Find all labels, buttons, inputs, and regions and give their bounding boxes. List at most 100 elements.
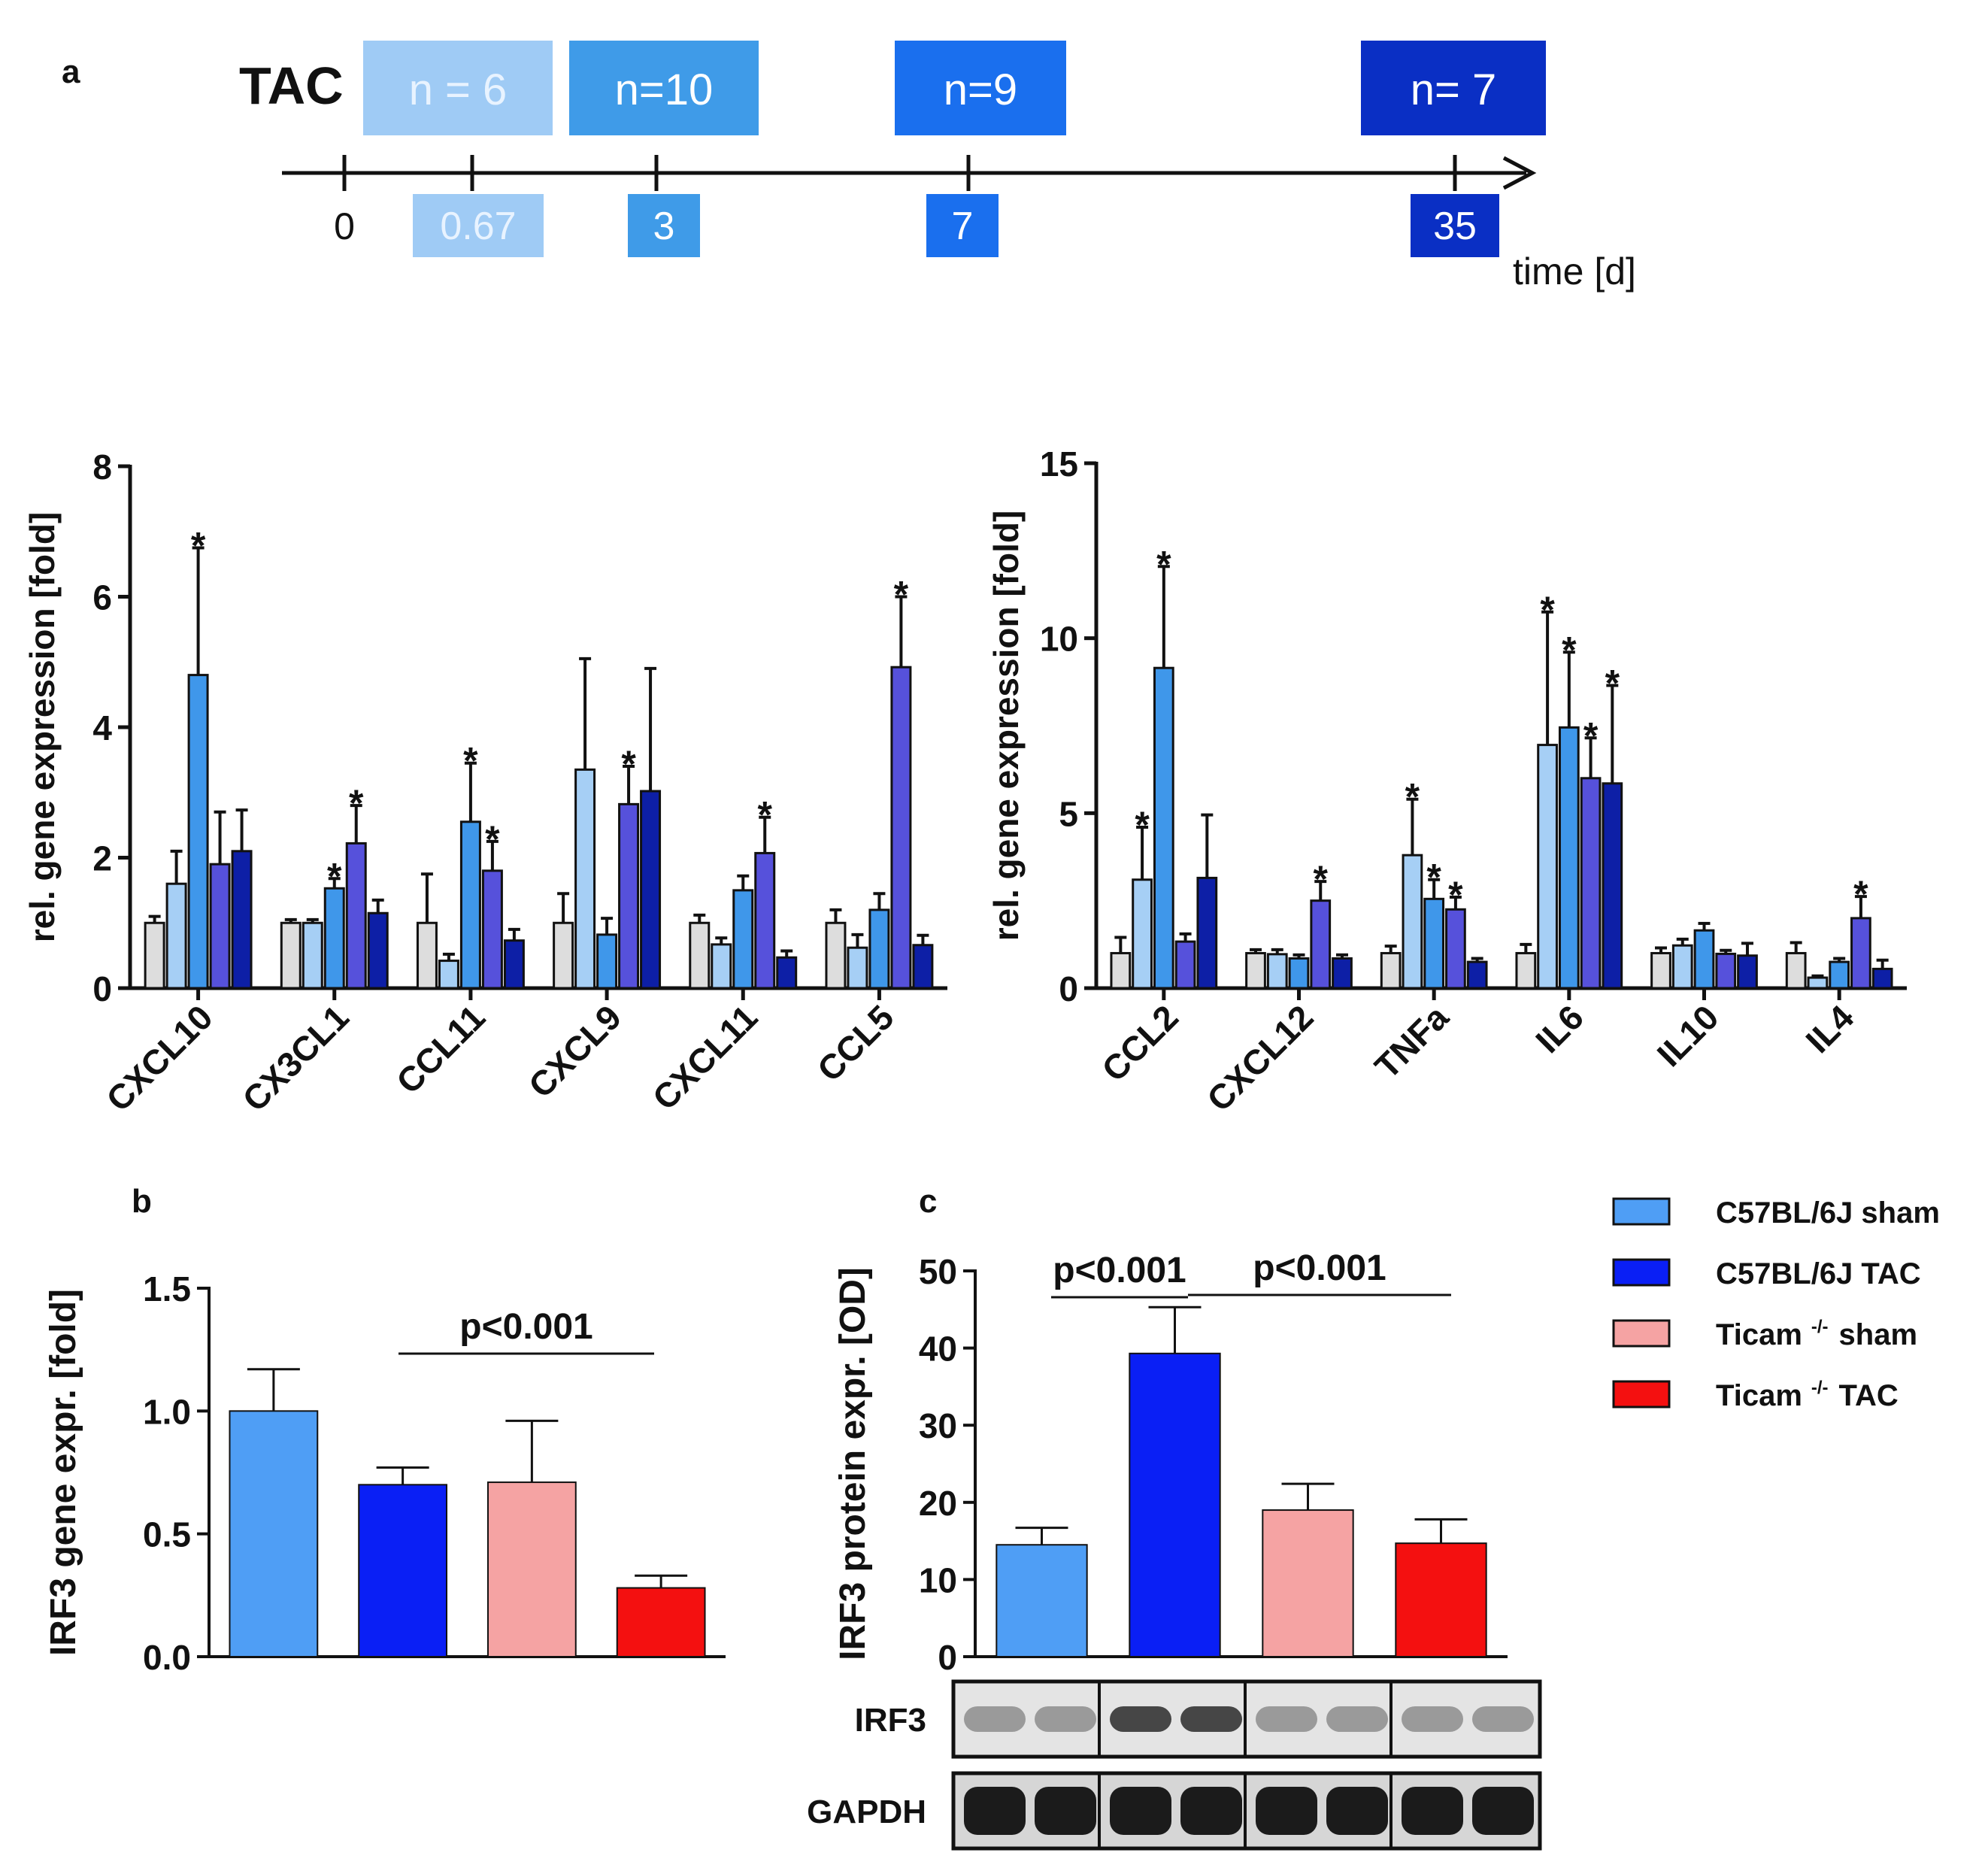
- bar: [1402, 854, 1423, 990]
- bar: [1807, 976, 1829, 990]
- blot-band: [1035, 1706, 1096, 1732]
- y-tick-label: 8: [92, 447, 112, 487]
- bar: [1693, 929, 1715, 990]
- blot-band: [1326, 1787, 1388, 1835]
- timeline-n-box: [1361, 41, 1546, 135]
- significance-star: *: [894, 574, 909, 616]
- blot-band: [1035, 1787, 1096, 1835]
- timeline-panel: a TAC 0 n = 6 0.67 n=10 3 n=9 7 n= 7 35 time [d]: [62, 41, 1636, 293]
- chart-a-left: 0 2 4 6 8 rel. gene expression [fold] CXCL10 * C…: [23, 447, 947, 1119]
- bar: [1196, 876, 1218, 990]
- timeline-time-box: [1411, 194, 1499, 257]
- legend-label-main: C57BL/6J TAC: [1716, 1257, 1921, 1290]
- x-tick-label: CCL11: [389, 997, 492, 1101]
- blot-row-label: GAPDH: [807, 1794, 926, 1830]
- bar: [825, 921, 847, 990]
- timeline-n-label: n = 6: [409, 65, 508, 114]
- legend-swatch: [1612, 1258, 1671, 1287]
- bar: [616, 1587, 706, 1658]
- blot-band: [1256, 1787, 1317, 1835]
- panel-label-a: a: [62, 53, 80, 90]
- bar: [416, 921, 438, 990]
- legend-label-main: Ticam: [1716, 1318, 1802, 1351]
- timeline-time-label: 0.67: [440, 205, 516, 248]
- timeline-time-label: 3: [653, 205, 675, 248]
- bar: [640, 790, 662, 990]
- bar: [1466, 960, 1488, 990]
- bar: [144, 921, 165, 990]
- bar: [1829, 960, 1850, 990]
- x-tick-label: CCL5: [810, 997, 902, 1089]
- panel-label: c: [919, 1183, 937, 1220]
- bar: [890, 666, 912, 990]
- x-tick-label: CXCL11: [645, 997, 765, 1117]
- y-tick-label: 0: [1059, 969, 1078, 1008]
- y-tick-label: 6: [92, 578, 112, 617]
- blot-band: [1110, 1706, 1171, 1732]
- y-tick-label: 40: [919, 1330, 957, 1369]
- timeline-n-box: [569, 41, 759, 135]
- y-tick-label: 5: [1059, 794, 1078, 833]
- bar: [280, 921, 302, 990]
- x-tick-label: CXCL9: [521, 997, 629, 1105]
- significance-star: *: [485, 818, 500, 860]
- y-tick-label: 1.5: [143, 1269, 191, 1308]
- x-tick-label: CXCL10: [98, 997, 220, 1118]
- legend-swatch: [1612, 1197, 1671, 1226]
- bar: [1423, 897, 1445, 990]
- y-tick-label: 0.0: [143, 1638, 191, 1677]
- bar: [732, 889, 754, 990]
- legend-label-main: C57BL/6J sham: [1716, 1196, 1940, 1230]
- significance-star: *: [191, 524, 206, 566]
- bar: [711, 943, 732, 990]
- bar: [1785, 951, 1807, 990]
- western-blot: IRF3 GAPDH: [807, 1679, 1542, 1851]
- bar: [1580, 777, 1602, 990]
- bar: [1537, 744, 1558, 990]
- bar: [438, 960, 459, 990]
- bar: [1737, 954, 1758, 990]
- bar: [1129, 1352, 1221, 1657]
- y-tick-label: 20: [919, 1484, 957, 1523]
- y-tick-label: 1.0: [143, 1392, 191, 1431]
- significance-star: *: [1605, 662, 1620, 704]
- significance-star: *: [463, 740, 478, 782]
- x-tick-label: CXCL12: [1199, 997, 1320, 1118]
- significance-star: *: [1426, 857, 1441, 899]
- bar: [503, 939, 525, 990]
- blot-band: [1180, 1787, 1242, 1835]
- significance-star: *: [1562, 629, 1577, 671]
- bar: [1132, 878, 1153, 990]
- blot-frame: [951, 1771, 1542, 1851]
- x-tick-label: IL10: [1650, 997, 1726, 1074]
- y-axis-label: rel. gene expression [fold]: [986, 511, 1026, 942]
- bar: [1602, 782, 1623, 990]
- bar: [302, 921, 323, 990]
- bar: [1310, 899, 1332, 990]
- significance-label: p<0.001: [459, 1307, 592, 1347]
- timeline-time-box: [628, 194, 700, 257]
- blot-band: [964, 1706, 1026, 1732]
- bar: [776, 956, 798, 990]
- bar: [596, 933, 618, 990]
- bar: [187, 674, 209, 990]
- blot-band: [1326, 1706, 1388, 1732]
- y-tick-label: 4: [92, 708, 112, 747]
- x-tick-label: IL4: [1798, 997, 1861, 1060]
- blot-band: [1472, 1706, 1534, 1732]
- bar: [1110, 951, 1132, 990]
- legend-label: C57BL/6J TAC: [1716, 1257, 1921, 1290]
- bar: [1445, 908, 1466, 990]
- significance-star: *: [1540, 589, 1555, 631]
- timeline-n-label: n=10: [615, 65, 714, 114]
- y-tick-label: 0: [92, 969, 112, 1008]
- bar: [996, 1544, 1088, 1657]
- blot-band: [1256, 1706, 1317, 1732]
- blot-band: [1110, 1787, 1171, 1835]
- y-tick-label: 2: [92, 839, 112, 878]
- bar: [847, 946, 868, 990]
- bar: [1153, 666, 1174, 990]
- bar: [165, 882, 187, 990]
- y-tick-label: 50: [919, 1252, 957, 1291]
